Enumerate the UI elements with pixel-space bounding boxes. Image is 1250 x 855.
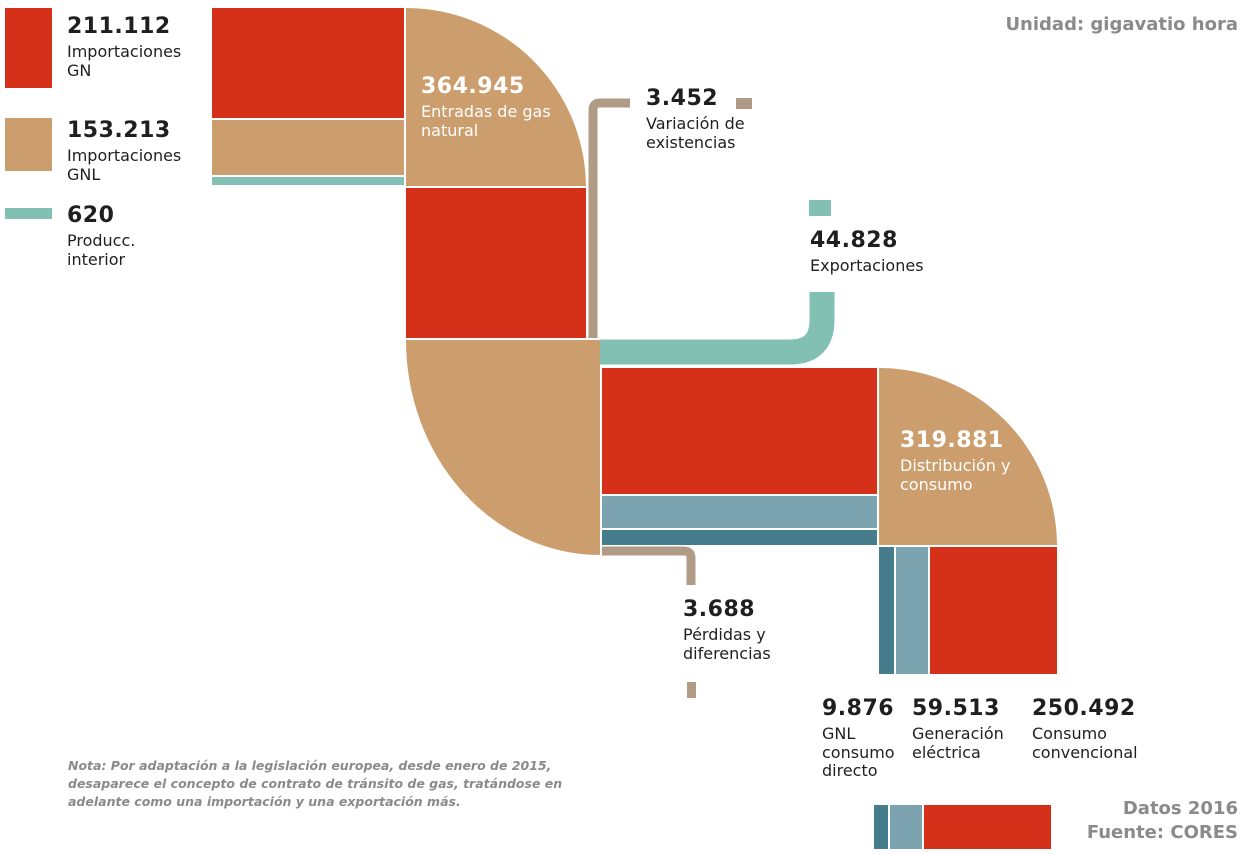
node-distribucion-label: 319.881 Distribución y consumo: [900, 428, 1020, 494]
gnl-directo-value: 9.876: [822, 696, 895, 721]
legend-item-gnl: 153.213 Importaciones GNL: [67, 118, 207, 184]
generacion-text: Generación eléctrica: [912, 724, 1004, 762]
flow-curve-gnl: [406, 340, 600, 555]
flow-importaciones-gnl: [212, 120, 404, 175]
flow-variacion-existencias: [588, 98, 630, 338]
entradas-text: Entradas de gas natural: [421, 102, 551, 140]
legend-value-gn: 211.112: [67, 14, 171, 39]
gnl-directo-text: GNL consumo directo: [822, 724, 895, 781]
flow-exportaciones-stub: [809, 200, 831, 216]
flow-horizontal-dark: [602, 530, 877, 545]
generacion-value: 59.513: [912, 696, 1000, 721]
node-entradas-shape: [406, 8, 586, 186]
variacion-value: 3.452: [646, 86, 719, 111]
convencional-text: Consumo convencional: [1032, 724, 1138, 762]
exportaciones-text: Exportaciones: [810, 256, 924, 276]
flow-perdidas: [602, 546, 696, 585]
flow-exportaciones: [600, 292, 835, 365]
node-convencional-label: 250.492 Consumo convencional: [1032, 696, 1157, 762]
node-entradas-label: 364.945 Entradas de gas natural: [421, 74, 561, 140]
data-year: Datos 2016: [1122, 798, 1238, 819]
footnote: Nota: Por adaptación a la legislación eu…: [68, 758, 563, 810]
node-generacion-label: 59.513 Generación eléctrica: [912, 696, 1022, 762]
node-variacion-label: 3.452 Variación de existencias: [646, 86, 776, 152]
node-perdidas-label: 3.688 Pérdidas y diferencias: [683, 597, 803, 663]
exportaciones-value: 44.828: [810, 228, 898, 253]
flow-convencional: [930, 547, 1057, 674]
legend-swatch-gn: [5, 8, 52, 88]
flow-horizontal-steel: [602, 496, 877, 528]
distribucion-text: Distribución y consumo: [900, 456, 1011, 494]
legend-item-gn: 211.112 Importaciones GN: [67, 14, 207, 80]
node-exportaciones-label: 44.828 Exportaciones: [810, 228, 950, 276]
legend-value-prod: 620: [67, 203, 115, 228]
flow-gnl-directo: [879, 547, 894, 674]
flow-produccion-interior: [212, 177, 404, 185]
flow-vertical-gn: [406, 188, 586, 338]
flow-generacion: [896, 547, 928, 674]
legend-label-gn: Importaciones GN: [67, 42, 182, 80]
source-block: Datos 2016 Fuente: CORES: [1087, 797, 1238, 846]
flow-variacion-stub: [736, 98, 752, 109]
flow-perdidas-stub: [687, 682, 696, 698]
legend-bar-gnl-directo: [874, 805, 888, 849]
legend-value-gnl: 153.213: [67, 118, 171, 143]
distribucion-value: 319.881: [900, 428, 1004, 453]
legend-item-prod: 620 Producc. interior: [67, 203, 177, 269]
flow-horizontal-gn: [602, 368, 877, 494]
legend-swatch-gnl: [5, 118, 52, 171]
variacion-text: Variación de existencias: [646, 114, 745, 152]
data-source: Fuente: CORES: [1086, 822, 1238, 844]
legend-label-gnl: Importaciones GNL: [67, 146, 182, 184]
entradas-value: 364.945: [421, 74, 525, 99]
legend-swatch-prod: [5, 208, 52, 219]
legend-bar-convencional: [924, 805, 1051, 849]
node-distribucion-shape: [879, 368, 1057, 545]
unit-label: Unidad: gigavatio hora: [1005, 14, 1238, 35]
flow-importaciones-gn: [212, 8, 404, 118]
convencional-value: 250.492: [1032, 696, 1136, 721]
legend-bar-generacion: [890, 805, 922, 849]
perdidas-text: Pérdidas y diferencias: [683, 625, 771, 663]
perdidas-value: 3.688: [683, 597, 756, 622]
node-gnl-directo-label: 9.876 GNL consumo directo: [822, 696, 907, 780]
legend-label-prod: Producc. interior: [67, 231, 136, 269]
